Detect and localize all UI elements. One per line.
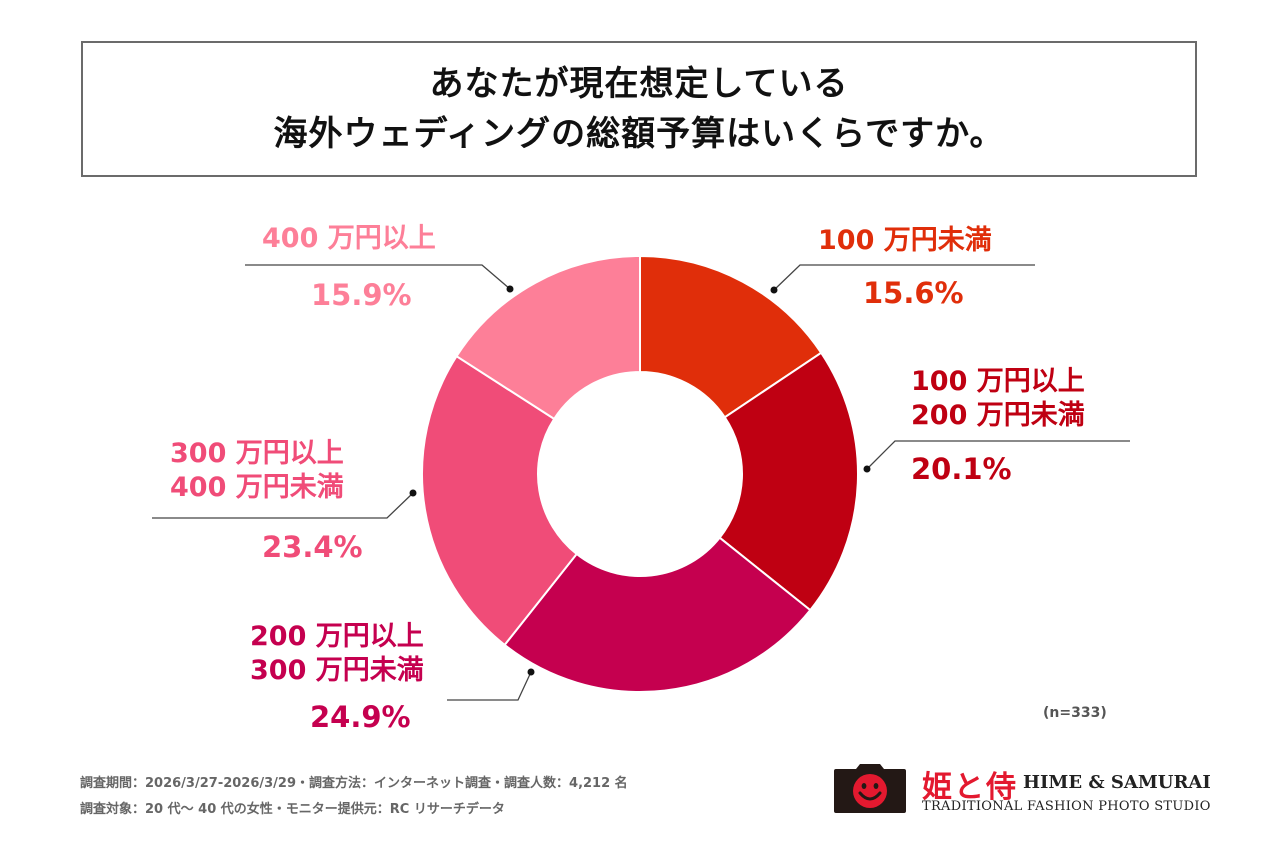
slice-label-line: 100 万円以上 xyxy=(911,366,1085,397)
logo-tagline: TRADITIONAL FASHION PHOTO STUDIO xyxy=(922,799,1211,814)
slice-label-line: 200 万円以上 xyxy=(250,621,424,652)
leader-line-0 xyxy=(773,264,1035,291)
slice-label-line: 300 万円未満 xyxy=(250,655,424,686)
slice-value-200-300: 24.9% xyxy=(310,700,411,734)
slice-value-300-400: 23.4% xyxy=(262,530,363,564)
slice-label-300-400: 300 万円以上 400 万円未満 xyxy=(170,437,344,505)
title-line-2: 海外ウェディングの総額予算はいくらですか。 xyxy=(273,114,1005,154)
leader-dot-0 xyxy=(770,286,778,294)
leader-dot-2 xyxy=(527,668,535,676)
leader-dot-4 xyxy=(506,285,514,293)
slice-label-100-200: 100 万円以上 200 万円未満 xyxy=(911,365,1085,433)
leader-line-4 xyxy=(245,264,511,290)
donut-slice-1 xyxy=(718,351,859,612)
leader-line-2 xyxy=(447,671,532,701)
logo-name-en: HIME & SAMURAI xyxy=(1023,772,1211,793)
slice-label-line: 400 万円以上 xyxy=(262,223,436,254)
leader-dot-3 xyxy=(409,489,417,497)
slice-label-line: 200 万円未満 xyxy=(911,400,1085,431)
donut-slice-3 xyxy=(421,354,579,647)
title-line-1: あなたが現在想定している xyxy=(429,64,849,104)
slice-value-100-200: 20.1% xyxy=(911,452,1012,486)
slice-value-under-100: 15.6% xyxy=(863,276,964,310)
footer-survey-target: 調査対象：20 代〜 40 代の女性・モニター提供元：RC リサーチデータ xyxy=(80,802,505,817)
donut-slice-0 xyxy=(639,254,823,419)
slice-value-over-400: 15.9% xyxy=(311,278,412,312)
leader-dot-1 xyxy=(863,465,871,473)
camera-smiley-icon xyxy=(834,764,906,813)
slice-label-line: 100 万円未満 xyxy=(818,225,992,256)
slice-label-200-300: 200 万円以上 300 万円未満 xyxy=(250,620,424,688)
sample-size-label: (n=333) xyxy=(1043,705,1107,721)
slice-label-over-400: 400 万円以上 xyxy=(262,222,436,256)
slice-label-line: 400 万円未満 xyxy=(170,472,344,503)
title-box: あなたが現在想定している 海外ウェディングの総額予算はいくらですか。 xyxy=(81,41,1197,177)
leader-line-1 xyxy=(866,440,1130,470)
slice-label-line: 300 万円以上 xyxy=(170,438,344,469)
donut-slice-2 xyxy=(503,536,812,693)
footer-survey-period: 調査期間：2026/3/27-2026/3/29・調査方法：インターネット調査・… xyxy=(80,776,628,791)
slice-label-under-100: 100 万円未満 xyxy=(818,224,992,258)
leader-line-3 xyxy=(152,492,414,519)
logo-name-jp: 姫と侍 xyxy=(922,770,1018,805)
donut-slice-4 xyxy=(455,254,641,421)
